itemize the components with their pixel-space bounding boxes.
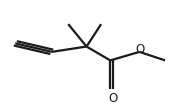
Text: O: O <box>108 92 118 105</box>
Text: O: O <box>136 43 145 56</box>
